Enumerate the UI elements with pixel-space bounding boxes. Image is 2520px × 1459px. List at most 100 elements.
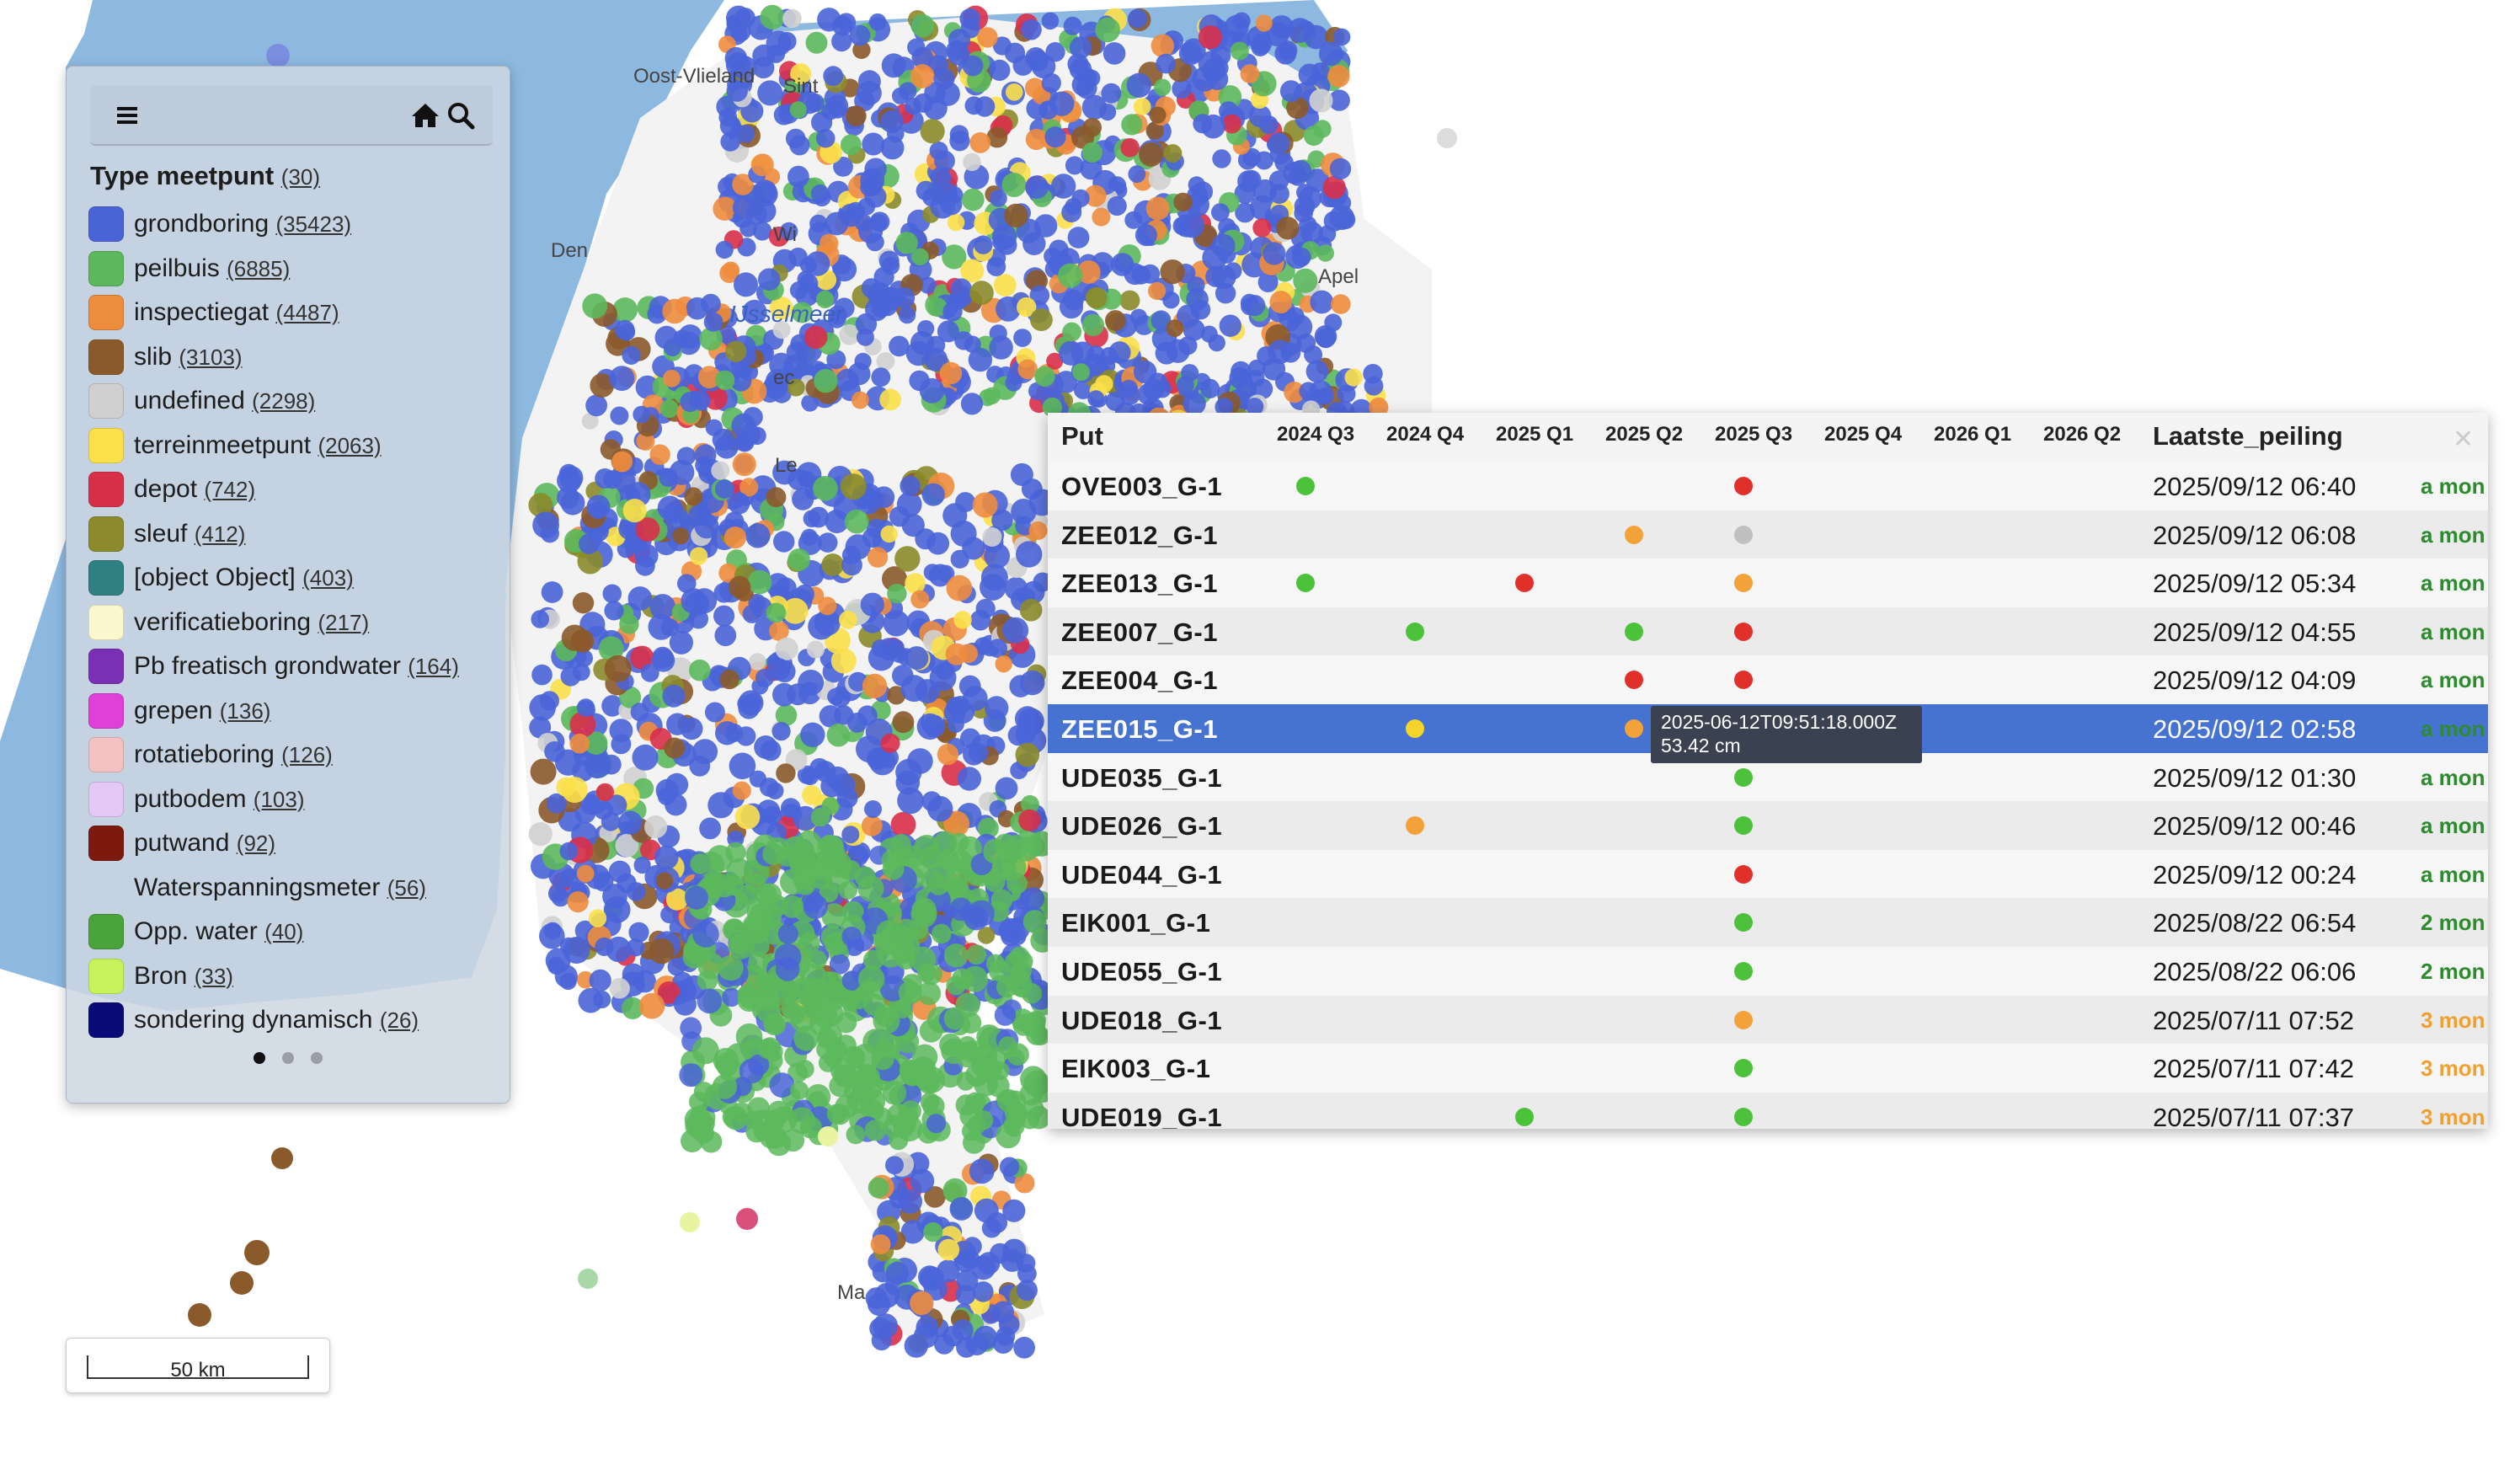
map-marker [528, 493, 553, 517]
map-marker [559, 842, 579, 861]
status-dot[interactable] [1296, 477, 1315, 495]
table-row[interactable]: UDE019_G-1 2025/07/11 07:37 3 mon [1048, 1093, 2488, 1129]
map-marker [953, 611, 972, 629]
table-row[interactable]: ZEE004_G-1 2025/09/12 04:09 a mon [1048, 655, 2488, 704]
put-name[interactable]: UDE018_G-1 [1061, 1005, 1223, 1035]
map-marker [1120, 138, 1140, 158]
put-name[interactable]: ZEE004_G-1 [1061, 665, 1218, 696]
legend-pager[interactable] [67, 1052, 510, 1068]
legend-item-count[interactable]: (40) [264, 919, 304, 944]
legend-item-count[interactable]: (35423) [275, 211, 352, 237]
put-name[interactable]: UDE055_G-1 [1061, 957, 1223, 986]
legend-item-count[interactable]: (103) [253, 786, 305, 812]
legend-item-count[interactable]: (3103) [179, 344, 243, 370]
table-row[interactable]: EIK003_G-1 2025/07/11 07:42 3 mon [1048, 1044, 2488, 1093]
map-marker [618, 810, 643, 835]
status-dot[interactable] [1625, 622, 1643, 641]
status-dot[interactable] [1515, 1107, 1534, 1126]
close-icon[interactable]: ✕ [2453, 425, 2475, 453]
status-dot[interactable] [1734, 477, 1753, 495]
search-icon[interactable] [444, 99, 478, 132]
status-dot[interactable] [1734, 864, 1753, 884]
status-dot[interactable] [1734, 1010, 1753, 1029]
status-dot[interactable] [1625, 525, 1643, 544]
column-header-quarter[interactable]: 2025 Q3 [1715, 423, 1793, 446]
legend-item-count[interactable]: (217) [318, 609, 370, 635]
legend-item-count[interactable]: (2063) [318, 432, 382, 458]
put-name[interactable]: OVE003_G-1 [1061, 472, 1223, 501]
status-dot[interactable] [1406, 622, 1424, 641]
status-dot[interactable] [1734, 816, 1753, 836]
put-name[interactable]: ZEE013_G-1 [1061, 569, 1218, 599]
column-header-quarter[interactable]: 2025 Q2 [1605, 423, 1684, 446]
legend-title-count[interactable]: (30) [280, 164, 321, 190]
put-name[interactable]: ZEE012_G-1 [1061, 520, 1218, 550]
status-dot[interactable] [1515, 574, 1534, 593]
table-row[interactable]: UDE026_G-1 2025/09/12 00:46 a mon [1048, 801, 2488, 850]
legend-item-count[interactable]: (164) [408, 654, 459, 679]
table-row[interactable]: ZEE013_G-1 2025/09/12 05:34 a mon [1048, 558, 2488, 607]
put-name[interactable]: ZEE015_G-1 [1061, 714, 1218, 744]
status-dot[interactable] [1734, 574, 1753, 593]
status-dot[interactable] [1734, 525, 1753, 544]
put-name[interactable]: UDE026_G-1 [1061, 811, 1223, 842]
legend-item-count[interactable]: (403) [302, 565, 354, 591]
map-marker [738, 697, 760, 719]
table-row[interactable]: UDE055_G-1 2025/08/22 06:06 2 mon [1048, 947, 2488, 996]
status-dot[interactable] [1625, 719, 1643, 738]
legend-item-count[interactable]: (2298) [252, 388, 316, 414]
table-row[interactable]: ZEE007_G-1 2025/09/12 04:55 a mon [1048, 607, 2488, 656]
status-dot[interactable] [1406, 816, 1424, 836]
legend-item-count[interactable]: (6885) [227, 255, 291, 281]
status-dot[interactable] [1734, 767, 1753, 787]
map-markers[interactable] [528, 4, 1389, 1359]
legend-item-count[interactable]: (742) [204, 477, 256, 502]
legend-item-count[interactable]: (33) [194, 963, 233, 989]
page-dot-active[interactable] [254, 1052, 265, 1064]
legend-item-count[interactable]: (26) [379, 1007, 419, 1033]
column-header-quarter[interactable]: 2025 Q4 [1824, 423, 1903, 446]
status-dot[interactable] [1734, 913, 1753, 933]
put-name[interactable]: UDE044_G-1 [1061, 859, 1223, 890]
status-dot[interactable] [1296, 574, 1315, 593]
legend-item-count[interactable]: (4487) [275, 300, 339, 325]
column-header-quarter[interactable]: 2024 Q3 [1277, 423, 1355, 446]
home-icon[interactable] [408, 99, 442, 132]
status-dot[interactable] [1734, 671, 1753, 690]
put-name[interactable]: EIK003_G-1 [1061, 1054, 1211, 1084]
page-dot[interactable] [311, 1052, 323, 1064]
legend-item-count[interactable]: (126) [281, 742, 333, 767]
column-header-quarter[interactable]: 2024 Q4 [1386, 423, 1465, 446]
status-dot[interactable] [1734, 1059, 1753, 1078]
table-row[interactable]: UDE018_G-1 2025/07/11 07:52 3 mon [1048, 996, 2488, 1045]
status-dot[interactable] [1406, 719, 1424, 738]
status-dot[interactable] [1734, 962, 1753, 981]
column-header-quarter[interactable]: 2025 Q1 [1496, 423, 1574, 446]
legend-item-count[interactable]: (56) [387, 874, 426, 901]
table-row[interactable]: OVE003_G-1 2025/09/12 06:40 a mon [1048, 462, 2488, 510]
legend-item-count[interactable]: (136) [219, 697, 271, 724]
page-dot[interactable] [282, 1052, 294, 1064]
place-label: Wi [773, 223, 797, 246]
put-name[interactable]: UDE019_G-1 [1061, 1102, 1223, 1129]
status-dot[interactable] [1734, 1107, 1753, 1126]
legend-item-count[interactable]: (412) [194, 521, 246, 547]
table-row[interactable]: UDE044_G-1 2025/09/12 00:24 a mon [1048, 849, 2488, 899]
map-marker [1316, 387, 1334, 405]
column-header-quarter[interactable]: 2026 Q1 [1934, 423, 2012, 446]
column-header-laatste-peiling[interactable]: Laatste_peiling [2153, 421, 2343, 451]
status-dot[interactable] [1734, 622, 1753, 641]
table-row[interactable]: ZEE012_G-1 2025/09/12 06:08 a mon [1048, 510, 2488, 559]
legend-item-name: terreinmeetpunt [134, 430, 312, 459]
column-header-put[interactable]: Put [1061, 421, 1103, 451]
table-row[interactable]: EIK001_G-1 2025/08/22 06:54 2 mon [1048, 898, 2488, 947]
legend-item-label: grondboring (35423) [134, 210, 351, 238]
status-dot[interactable] [1625, 671, 1643, 690]
hamburger-menu-icon[interactable] [110, 99, 144, 132]
put-name[interactable]: UDE035_G-1 [1061, 762, 1223, 793]
put-name[interactable]: ZEE007_G-1 [1061, 617, 1218, 647]
column-header-quarter[interactable]: 2026 Q2 [2043, 423, 2122, 446]
legend-item-count[interactable]: (92) [236, 831, 276, 856]
put-name[interactable]: EIK001_G-1 [1061, 908, 1211, 938]
map-marker [898, 1189, 922, 1214]
